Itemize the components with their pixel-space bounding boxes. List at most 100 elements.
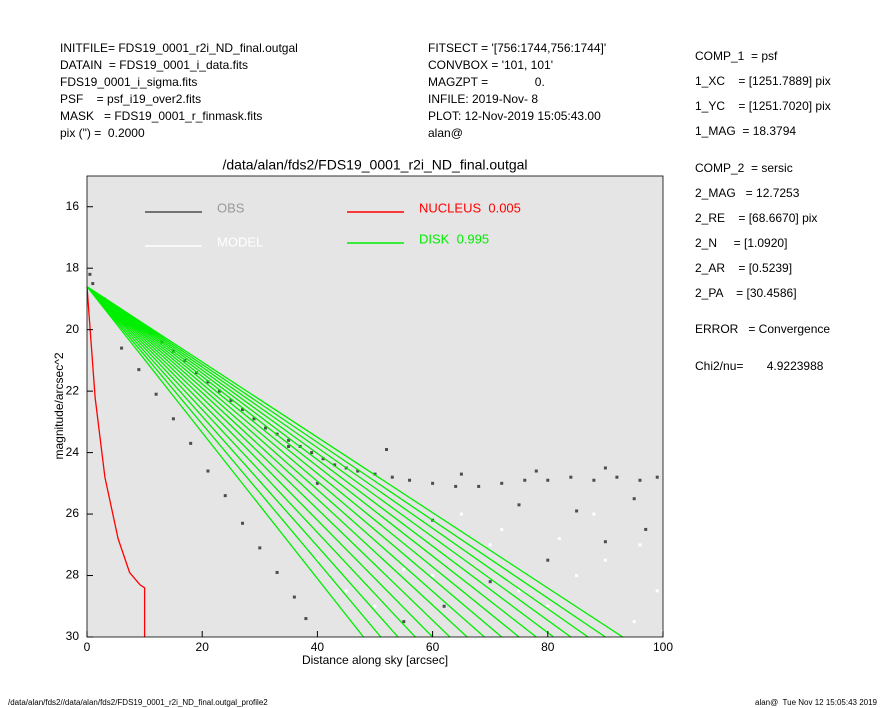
data-point <box>275 570 279 574</box>
data-point <box>88 272 92 276</box>
y-tick-label: 20 <box>66 322 80 336</box>
data-point <box>442 604 446 608</box>
data-point <box>644 527 648 531</box>
x-tick-label: 20 <box>196 640 210 654</box>
data-point <box>154 392 158 396</box>
data-point <box>408 478 412 482</box>
data-point <box>333 463 337 467</box>
data-point <box>241 521 245 525</box>
footer-left: /data/alan/fds2//data/alan/fds2/FDS19_00… <box>8 698 268 707</box>
data-point <box>534 469 538 473</box>
data-point <box>517 503 521 507</box>
x-axis-label: Distance along sky [arcsec] <box>302 653 448 667</box>
data-point <box>344 589 348 593</box>
data-point <box>615 475 619 479</box>
data-point <box>402 620 406 624</box>
header-left-line: DATAIN = FDS19_0001_i_data.fits <box>60 58 248 72</box>
data-point <box>310 451 314 455</box>
data-point <box>373 472 377 476</box>
data-point <box>546 604 550 608</box>
header-left-line: pix (") = 0.2000 <box>60 126 145 140</box>
data-point <box>120 346 124 350</box>
data-line <box>87 286 146 637</box>
y-tick-label: 30 <box>66 629 80 643</box>
data-point <box>287 438 291 442</box>
data-point <box>603 466 607 470</box>
data-point <box>292 595 296 599</box>
data-point <box>385 448 389 452</box>
data-point <box>217 389 221 393</box>
header-middle-line: MAGZPT = 0. <box>428 75 545 89</box>
data-point <box>546 558 550 562</box>
header-right-line: COMP_2 = sersic <box>695 161 793 175</box>
y-tick-label: 16 <box>66 199 80 213</box>
data-point <box>575 509 579 513</box>
data-point <box>206 380 210 384</box>
data-point <box>137 368 141 372</box>
header-middle-line: INFILE: 2019-Nov- 8 <box>428 92 538 106</box>
data-point <box>189 441 193 445</box>
data-line <box>87 286 624 637</box>
header-middle-line: PLOT: 12-Nov-2019 15:05:43.00 <box>428 109 601 123</box>
data-point <box>655 475 659 479</box>
y-tick-label: 28 <box>66 568 80 582</box>
data-point <box>402 567 406 571</box>
y-axis-label: magnitude/arcsec^2 <box>52 352 66 459</box>
y-tick-label: 18 <box>66 260 80 274</box>
data-point <box>523 478 527 482</box>
data-point <box>91 282 95 286</box>
data-point <box>459 472 463 476</box>
data-point <box>315 481 319 485</box>
data-point <box>488 580 492 584</box>
header-middle-line: FITSECT = '[756:1744,756:1744]' <box>428 41 606 55</box>
data-point <box>171 417 175 421</box>
y-tick-label: 24 <box>66 445 80 459</box>
data-point <box>390 475 394 479</box>
plot-marks <box>87 272 663 637</box>
data-point <box>546 478 550 482</box>
data-point <box>160 340 164 344</box>
header-left-line: FDS19_0001_i_sigma.fits <box>60 75 197 89</box>
data-point <box>661 629 663 633</box>
data-point <box>638 543 642 547</box>
data-point <box>431 481 435 485</box>
data-point <box>477 484 481 488</box>
legend-label: MODEL <box>217 234 263 249</box>
data-point <box>638 478 642 482</box>
data-point <box>264 426 268 430</box>
header-right-line: ERROR = Convergence <box>695 322 830 336</box>
x-tick-label: 60 <box>426 640 440 654</box>
data-point <box>223 494 227 498</box>
data-point <box>287 444 291 448</box>
y-tick-label: 22 <box>66 383 80 397</box>
plot-area <box>87 176 663 637</box>
x-tick-label: 40 <box>311 640 325 654</box>
chart-title: /data/alan/fds2/FDS19_0001_r2i_ND_final.… <box>222 157 527 173</box>
header-right-line: Chi2/nu= 4.9223988 <box>695 359 824 373</box>
header-left-line: INITFILE= FDS19_0001_r2i_ND_final.outgal <box>60 41 298 55</box>
data-point <box>258 546 262 550</box>
header-right-line: 2_MAG = 12.7253 <box>695 186 800 200</box>
plot-frame <box>86 175 664 638</box>
data-point <box>304 617 308 621</box>
data-point <box>315 558 319 562</box>
data-point <box>241 408 245 412</box>
data-point <box>603 558 607 562</box>
header-right-line: 2_N = [1.0920] <box>695 236 787 250</box>
data-point <box>632 497 636 501</box>
data-point <box>569 475 573 479</box>
data-point <box>459 512 463 516</box>
data-point <box>632 620 636 624</box>
data-point <box>454 484 458 488</box>
data-point <box>500 527 504 531</box>
data-point <box>592 512 596 516</box>
legend-label: DISK 0.995 <box>419 231 489 246</box>
data-point <box>206 469 210 473</box>
header-left-line: PSF = psf_i19_over2.fits <box>60 92 201 106</box>
x-tick-label: 80 <box>541 640 555 654</box>
header-right-line: 2_RE = [68.6670] pix <box>695 211 817 225</box>
data-point <box>592 478 596 482</box>
data-point <box>517 589 521 593</box>
x-tick-label: 0 <box>84 640 91 654</box>
